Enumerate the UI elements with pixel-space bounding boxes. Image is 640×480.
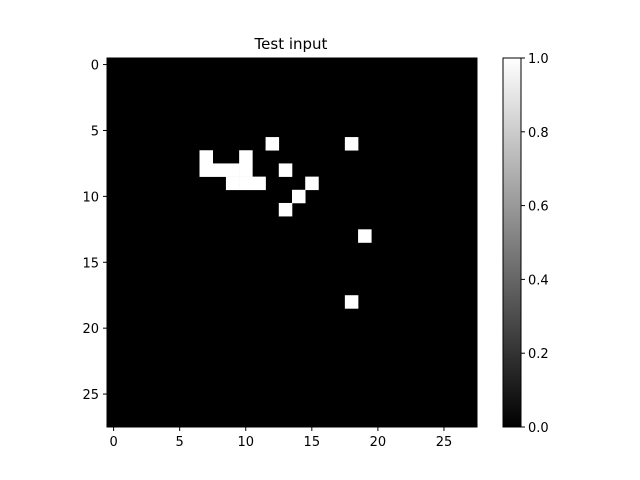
heatmap-cell (292, 189, 306, 204)
colorbar-tick-label: 0.8 (528, 126, 549, 141)
y-tick-label: 25 (82, 388, 99, 403)
heatmap-cell (239, 150, 253, 164)
x-tick-label: 10 (237, 435, 254, 450)
heatmap-cell (225, 163, 240, 177)
heatmap-cell (278, 202, 293, 217)
heatmap-cell (239, 163, 253, 177)
colorbar-tick-label: 0.6 (528, 200, 549, 215)
heatmap-cell (199, 163, 214, 177)
heatmap-background (107, 58, 477, 427)
colorbar-tick-label: 0.4 (528, 273, 549, 288)
colorbar-axis: 0.0 0.2 0.4 0.6 0.8 1.0 (521, 52, 549, 436)
x-tick-label: 15 (304, 435, 321, 450)
heatmap-cell (305, 176, 319, 191)
x-axis: 0 5 10 15 20 25 (109, 427, 452, 450)
heatmap-cell (239, 176, 253, 191)
y-tick-label: 10 (82, 190, 99, 205)
x-tick-label: 0 (109, 435, 117, 450)
heatmap-cell (265, 137, 280, 151)
y-tick-label: 15 (82, 256, 99, 271)
heatmap-cell (212, 163, 227, 177)
heatmap-cell (344, 295, 359, 309)
colorbar-tick-label: 0.0 (528, 421, 549, 436)
heatmap-cell (252, 176, 266, 191)
y-tick-label: 20 (82, 322, 99, 337)
chart-title: Test input (254, 35, 328, 53)
heatmap-frame (106, 57, 478, 428)
colorbar-tick-label: 0.2 (528, 347, 549, 362)
heatmap-cell (278, 163, 293, 177)
y-tick-label: 0 (91, 59, 99, 74)
heatmap-cell (358, 229, 372, 243)
heatmap-cell (344, 137, 359, 151)
heatmap-cell (199, 150, 214, 164)
x-tick-label: 20 (370, 435, 387, 450)
y-tick-label: 5 (91, 124, 99, 139)
heatmap-cell (225, 176, 240, 191)
y-axis: 0 5 10 15 20 25 (82, 59, 107, 403)
x-tick-label: 25 (436, 435, 453, 450)
colorbar (502, 57, 522, 428)
colorbar-tick-label: 1.0 (528, 52, 549, 67)
heatmap-cells (107, 58, 477, 427)
x-tick-label: 5 (176, 435, 184, 450)
